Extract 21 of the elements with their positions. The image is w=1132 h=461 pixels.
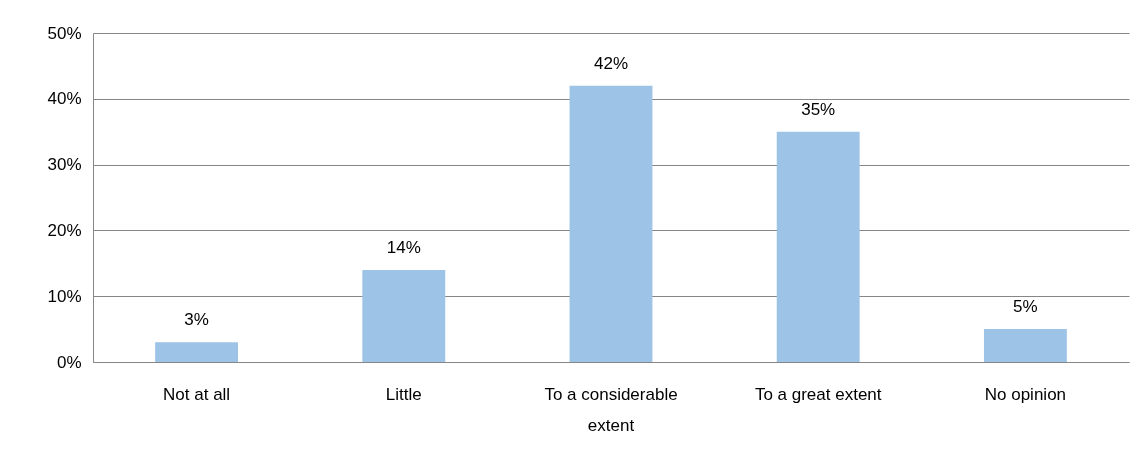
x-tick-label: No opinion	[984, 384, 1067, 404]
y-tick-label: 30%	[47, 155, 82, 175]
x-tick-label: Not at all	[163, 384, 231, 404]
data-label: 42%	[593, 53, 629, 73]
data-label: 14%	[386, 237, 421, 257]
bar	[776, 131, 860, 362]
data-label: 35%	[801, 99, 836, 119]
bar	[569, 85, 653, 362]
x-tick-label: To a great extent	[754, 384, 882, 404]
data-label: 5%	[1013, 297, 1038, 317]
bar	[983, 329, 1067, 362]
y-tick-label: 20%	[47, 220, 82, 240]
x-tick-label: Little	[385, 384, 422, 404]
bar	[362, 269, 446, 362]
x-tick-label: To a considerable extent	[544, 384, 678, 435]
bar	[155, 342, 239, 362]
y-tick-label: 10%	[47, 286, 82, 306]
data-label: 3%	[184, 310, 209, 330]
y-tick-label: 0%	[56, 352, 82, 372]
y-tick-label: 40%	[47, 89, 82, 109]
y-tick-label: 50%	[47, 23, 82, 43]
